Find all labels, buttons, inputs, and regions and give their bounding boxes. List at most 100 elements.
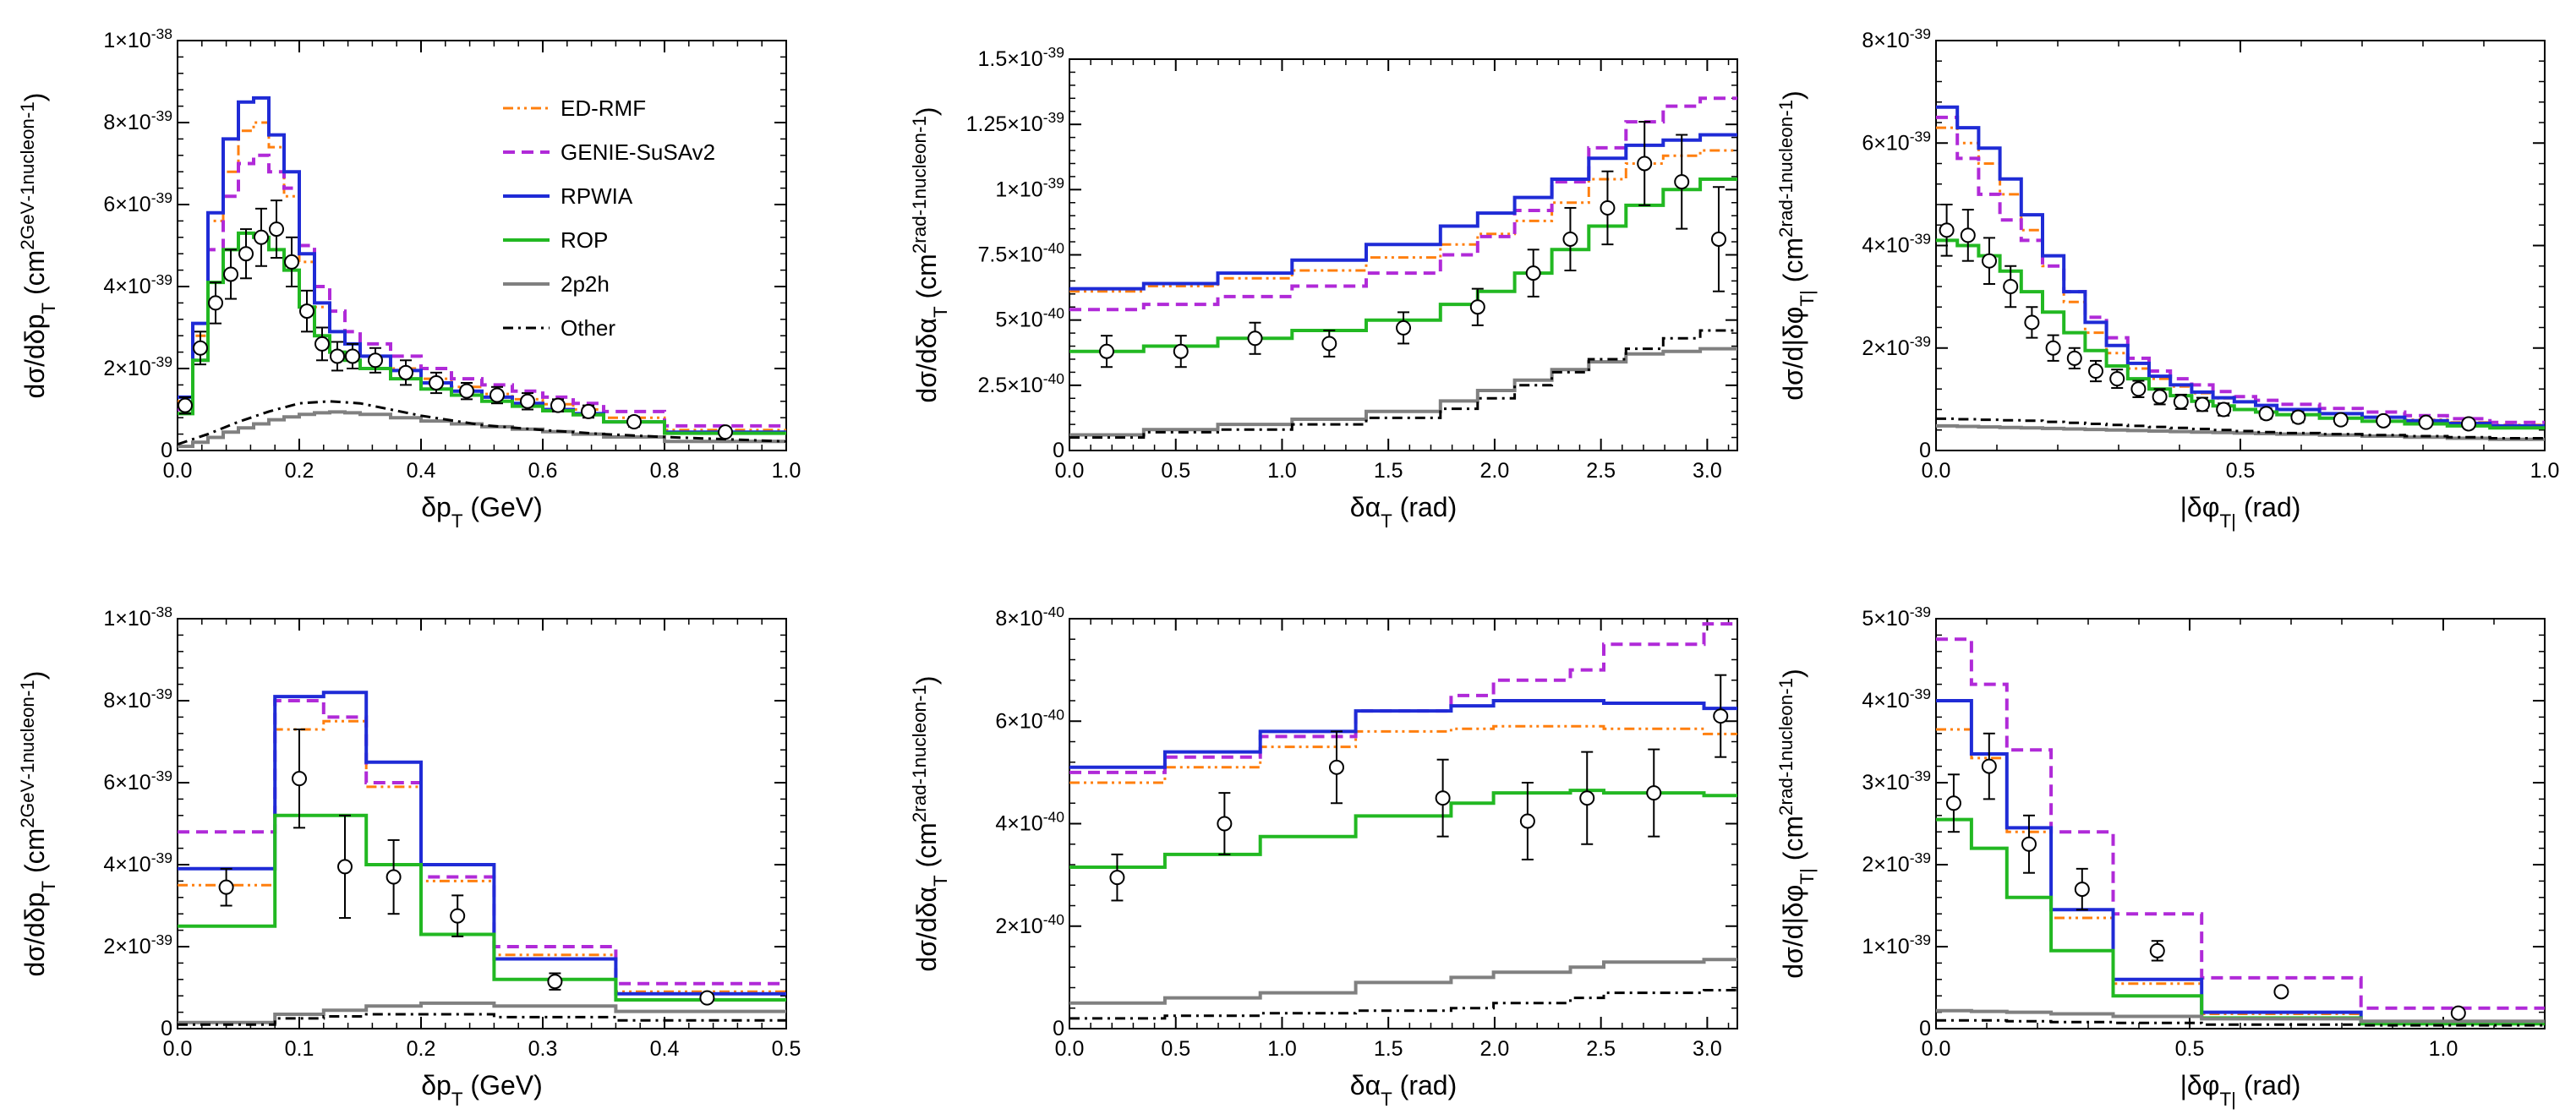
data-point [2109, 371, 2125, 387]
x-tick-label: 2.0 [1480, 1037, 1510, 1061]
plot-frame [177, 618, 787, 1029]
series-2p2h [1936, 423, 2545, 441]
data-point [699, 990, 715, 1006]
series-rpwia [1069, 133, 1737, 291]
y-tick-label: 0 [1053, 1017, 1064, 1040]
y-tick-label: 5×10-39 [1862, 603, 1931, 631]
y-tick-label: 2×10-40 [995, 911, 1064, 938]
y-tick-label: 0 [1053, 439, 1064, 462]
data-point [550, 397, 566, 413]
x-tick-label: 0.4 [650, 1037, 680, 1061]
y-tick-label: 4×10-39 [1862, 685, 1931, 713]
data-point [1217, 816, 1233, 832]
y-tick-label: 3×10-39 [1862, 767, 1931, 795]
y-tick-label: 2×10-39 [1862, 849, 1931, 876]
data-point [178, 397, 193, 413]
x-tick-label: 0.0 [163, 459, 193, 483]
series-ed-rmf [1936, 126, 2545, 427]
data-point [2290, 409, 2306, 425]
y-tick-label: 0 [161, 439, 172, 462]
y-tick-label: 6×10-40 [995, 706, 1064, 733]
data-point [2195, 396, 2210, 412]
data-point [345, 348, 360, 364]
series-ed-rmf [1936, 728, 2545, 1024]
y-tick-label: 4×10-39 [103, 271, 172, 298]
data-point [1674, 174, 1690, 190]
data-point [1939, 222, 1955, 238]
data-point [718, 424, 733, 440]
chart-panel-4: 0.0 0.1 0.2 0.3 0.4 0.5 0 2×10-39 4×10-39 6×10-39… [17, 603, 801, 1110]
x-tick-label: 1.5 [1374, 1037, 1403, 1061]
series-rop [1936, 238, 2545, 430]
x-tick-label: 1.0 [1267, 459, 1297, 483]
data-point [1109, 870, 1125, 886]
data-point [223, 266, 238, 282]
data-point [1710, 231, 1726, 247]
data-point [314, 336, 330, 352]
data-point [1396, 319, 1412, 336]
series-2p2h [1936, 1008, 2545, 1024]
chart-panel-2: 0.0 0.5 1.0 1.5 2.0 2.5 3.0 0 2.5×10-40 5×10-40 7.… [909, 44, 1738, 532]
y-tick-label: 1.25×10-39 [966, 109, 1064, 136]
data-point [1982, 253, 1997, 269]
y-tick-label: 6×10-39 [103, 767, 172, 795]
series-other [1936, 1018, 2545, 1027]
x-tick-label: 0.2 [407, 1037, 436, 1061]
series-genie-susav2 [178, 153, 786, 428]
y-tick-label: 1×10-39 [1862, 931, 1931, 958]
y-tick-label: 6×10-39 [103, 189, 172, 216]
x-tick-label: 0.0 [1055, 1037, 1085, 1061]
data-point [547, 974, 563, 990]
x-tick-label: 0.0 [1922, 1037, 1951, 1061]
x-axis-label: |δφT|​ (rad) [2180, 492, 2301, 532]
data-point [1328, 759, 1344, 775]
data-point [1099, 343, 1115, 359]
data-point [330, 348, 345, 364]
data-point [337, 859, 353, 875]
y-tick-label: 0 [161, 1017, 172, 1040]
data-point [2066, 350, 2082, 366]
data-point [1945, 795, 1961, 811]
y-tick-label: 8×10-40 [995, 603, 1064, 631]
x-tick-label: 0.4 [407, 459, 436, 483]
series-ed-rmf [1069, 724, 1737, 784]
data-point [2074, 882, 2090, 898]
y-tick-label: 4×10-39 [1862, 231, 1931, 258]
x-tick-label: 2.5 [1586, 459, 1616, 483]
x-axis-label: δαT​ (rad) [1350, 492, 1457, 532]
x-tick-label: 0.1 [285, 1037, 314, 1061]
x-tick-label: 0.8 [650, 459, 680, 483]
y-tick-label: 5×10-40 [995, 305, 1064, 332]
data-point [626, 414, 642, 430]
data-point [1646, 785, 1662, 801]
y-axis-label: dσ/dδpT​ (cm2GeV​-1nucleon​-1​) [17, 671, 59, 977]
data-point [2045, 340, 2061, 356]
series-ed-rmf [1069, 149, 1737, 293]
series-2p2h [1069, 958, 1737, 1005]
series-genie-susav2 [1936, 115, 2545, 424]
data-point [299, 303, 314, 319]
data-point [1525, 265, 1541, 281]
x-tick-label: 0.0 [163, 1037, 193, 1061]
x-tick-label: 1.0 [1267, 1037, 1297, 1061]
y-tick-label: 8×10-39 [103, 107, 172, 134]
data-point [2024, 314, 2040, 330]
y-tick-label: 4×10-40 [995, 809, 1064, 836]
data-point [1247, 330, 1263, 347]
series-rpwia [1936, 105, 2545, 428]
data-point [2003, 279, 2019, 294]
x-tick-label: 1.0 [2530, 459, 2560, 483]
series-other [178, 400, 786, 446]
series-rop [178, 813, 786, 1002]
y-tick-label: 0 [1919, 1017, 1931, 1040]
y-axis-label: dσ/d|δφT|​ (cm2rad​-1nucleon​-1​) [1775, 90, 1818, 401]
data-point [1519, 813, 1535, 829]
y-tick-label: 0 [1919, 439, 1931, 462]
x-tick-label: 0.5 [1161, 459, 1190, 483]
series-other [1069, 329, 1737, 440]
y-tick-label: 4×10-39 [103, 849, 172, 876]
series-other [178, 1013, 786, 1026]
data-point [238, 246, 254, 262]
y-tick-label: 1×10-38 [103, 603, 172, 631]
